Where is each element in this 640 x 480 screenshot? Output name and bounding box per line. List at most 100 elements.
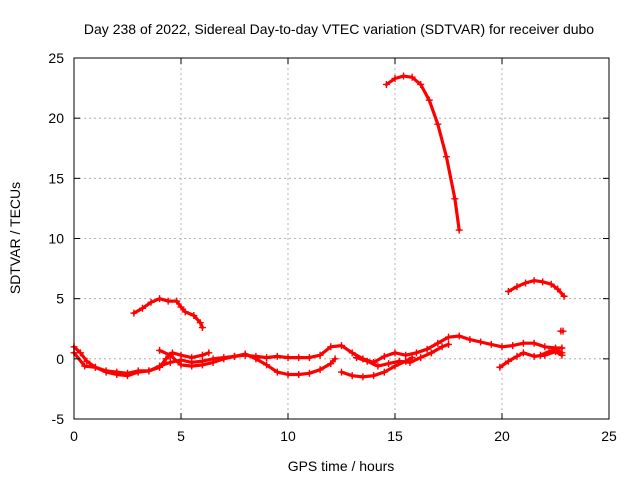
data-point bbox=[316, 366, 324, 374]
data-point bbox=[198, 324, 206, 332]
data-point bbox=[427, 349, 435, 357]
data-point bbox=[130, 309, 138, 317]
data-point bbox=[273, 368, 281, 376]
data-point bbox=[391, 349, 399, 357]
data-point bbox=[177, 351, 185, 359]
data-point bbox=[445, 333, 452, 341]
data-point bbox=[166, 351, 174, 359]
data-point bbox=[76, 349, 84, 357]
axis-ticks bbox=[73, 57, 610, 420]
data-point bbox=[164, 297, 172, 305]
data-point bbox=[177, 303, 185, 311]
data-point bbox=[327, 360, 335, 368]
data-point bbox=[513, 283, 521, 291]
data-point bbox=[91, 363, 99, 371]
data-point bbox=[559, 327, 567, 335]
data-point bbox=[425, 96, 433, 104]
data-point bbox=[560, 292, 568, 300]
data-point bbox=[231, 352, 238, 360]
data-point bbox=[547, 280, 555, 288]
data-point bbox=[455, 332, 463, 340]
data-point bbox=[434, 339, 442, 347]
y-axis-label: SDTVAR / TECUs bbox=[7, 182, 23, 294]
data-point bbox=[295, 370, 303, 378]
data-point bbox=[327, 343, 335, 351]
data-point bbox=[382, 80, 390, 88]
y-tick-label: 5 bbox=[56, 291, 64, 307]
data-point bbox=[177, 361, 185, 369]
data-point bbox=[252, 355, 260, 363]
series-track-11 bbox=[504, 277, 568, 300]
data-point bbox=[455, 226, 463, 234]
series-line bbox=[538, 347, 564, 357]
data-point bbox=[370, 372, 378, 380]
data-point bbox=[423, 345, 431, 353]
series-track-3 bbox=[156, 346, 339, 378]
data-point bbox=[408, 73, 416, 81]
y-tick-label: 20 bbox=[48, 110, 64, 126]
data-point bbox=[295, 354, 303, 362]
data-point bbox=[205, 349, 213, 357]
data-point bbox=[477, 338, 485, 346]
data-point bbox=[273, 352, 281, 360]
data-point bbox=[331, 355, 339, 363]
x-tick-label: 0 bbox=[70, 428, 78, 444]
data-point bbox=[451, 195, 459, 203]
data-point bbox=[284, 354, 292, 362]
x-axis-label: GPS time / hours bbox=[288, 458, 395, 474]
data-point bbox=[348, 349, 356, 357]
series-line bbox=[354, 342, 451, 368]
series-track-9 bbox=[130, 295, 206, 332]
data-point bbox=[352, 354, 360, 362]
data-point bbox=[156, 363, 164, 371]
data-point bbox=[504, 357, 512, 365]
tick-labels: 0 5 10 15 20 25 -5 0 5 10 15 20 25 bbox=[48, 50, 617, 444]
data-point bbox=[173, 297, 181, 305]
data-point bbox=[374, 362, 382, 370]
data-point bbox=[338, 342, 345, 350]
data-point bbox=[124, 372, 131, 380]
data-point bbox=[545, 348, 553, 356]
data-point bbox=[402, 351, 410, 359]
data-point bbox=[400, 72, 408, 80]
series-track-5 bbox=[352, 340, 452, 370]
series-line bbox=[384, 74, 461, 232]
data-point bbox=[434, 120, 442, 128]
plot-area bbox=[70, 72, 568, 381]
data-point bbox=[504, 287, 512, 295]
data-point bbox=[181, 308, 189, 316]
y-tick-label: 10 bbox=[48, 231, 64, 247]
data-point bbox=[530, 352, 538, 360]
grid-lines bbox=[74, 58, 609, 419]
data-point bbox=[412, 349, 420, 357]
y-tick-label: -5 bbox=[52, 411, 65, 427]
data-point bbox=[380, 352, 388, 360]
y-tick-label: 15 bbox=[48, 170, 64, 186]
data-point bbox=[81, 362, 89, 370]
data-point bbox=[198, 351, 206, 359]
data-point bbox=[162, 355, 170, 363]
data-point bbox=[496, 363, 504, 371]
data-point bbox=[113, 370, 121, 378]
data-point bbox=[220, 355, 228, 363]
data-point bbox=[391, 74, 399, 82]
data-point bbox=[156, 346, 164, 354]
x-tick-label: 15 bbox=[387, 428, 403, 444]
data-point bbox=[166, 358, 174, 366]
data-point bbox=[406, 358, 414, 366]
series-track-7 bbox=[537, 345, 566, 359]
data-point bbox=[338, 368, 345, 376]
data-point bbox=[198, 361, 206, 369]
data-point bbox=[138, 304, 146, 312]
data-point bbox=[522, 279, 530, 287]
series-track-8 bbox=[557, 327, 567, 335]
data-point bbox=[263, 361, 271, 369]
data-point bbox=[519, 339, 527, 347]
data-point bbox=[552, 345, 559, 353]
data-point bbox=[316, 351, 324, 359]
data-point bbox=[263, 354, 271, 362]
chart-title: Day 238 of 2022, Sidereal Day-to-day VTE… bbox=[84, 21, 594, 37]
data-point bbox=[241, 350, 249, 358]
data-point bbox=[348, 372, 356, 380]
